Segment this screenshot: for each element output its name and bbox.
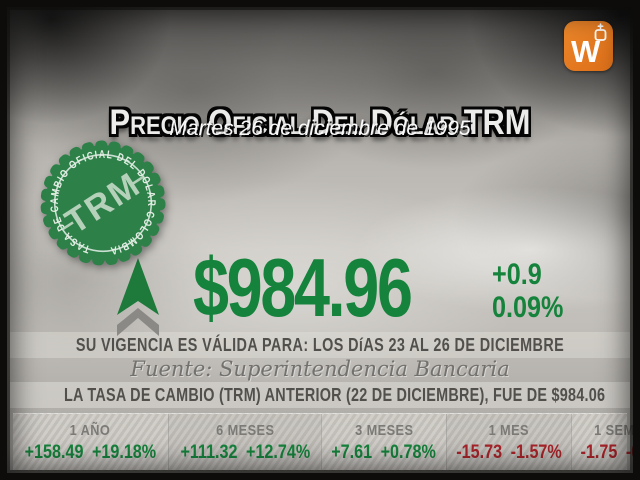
col-abs: +111.32 xyxy=(180,442,238,463)
validity-band xyxy=(10,332,630,358)
col-pct: -1.57% xyxy=(510,442,562,463)
col-header: 3 MESES xyxy=(354,422,414,439)
col-header: 1 MES xyxy=(488,422,529,439)
col-abs: -1.75 xyxy=(580,442,617,463)
table-col-1-ano: 1 AÑO +158.49 +19.18% xyxy=(13,414,168,470)
col-pct: +12.74% xyxy=(245,442,310,463)
col-header: 1 SEMANA xyxy=(593,422,640,439)
previous-rate-text: LA TASA DE CAMBIO (TRM) ANTERIOR (22 DE … xyxy=(64,385,606,405)
w-logo-icon: W xyxy=(571,23,607,69)
table-col-3-meses: 3 MESES +7.61 +0.78% xyxy=(321,414,445,470)
up-arrow-icon xyxy=(117,257,159,336)
price-change-pct: 0.09% xyxy=(492,291,564,324)
price-change-abs: +0.9 xyxy=(492,258,542,291)
seal-stamp-icon: TASA DE CAMBIO OFICIAL DEL DOLAR COLOMBI… xyxy=(40,140,166,266)
col-abs: +7.61 xyxy=(331,442,373,463)
table-col-1-semana: 1 SEMANA -1.75 -0.18% xyxy=(570,414,640,470)
table-col-6-meses: 6 MESES +111.32 +12.74% xyxy=(167,414,322,470)
page-title: Precio Oficial Del Dólar TRM xyxy=(109,103,531,143)
col-pct: +0.78% xyxy=(381,442,437,463)
trm-seal: TASA DE CAMBIO OFICIAL DEL DOLAR COLOMBI… xyxy=(40,140,166,266)
col-abs: +158.49 xyxy=(24,442,84,463)
col-pct: +19.18% xyxy=(91,442,157,463)
logo-app-square-icon xyxy=(594,29,607,41)
price-value: $984.96 xyxy=(193,241,413,334)
col-header: 1 AÑO xyxy=(70,422,111,439)
price-change: +0.9 0.09% xyxy=(492,258,563,324)
col-abs: -15.73 xyxy=(455,442,502,463)
previous-band xyxy=(10,382,630,408)
brand-logo: W xyxy=(564,21,613,71)
col-header: 6 MESES xyxy=(215,422,275,439)
source-text: Fuente: Superintendencia Bancaria xyxy=(130,357,510,381)
table-col-1-mes: 1 MES -15.73 -1.57% xyxy=(445,414,571,470)
periods-table: 1 AÑO +158.49 +19.18% 6 MESES +111.32 +1… xyxy=(13,413,640,471)
date-subtitle: Martes 26 de diciembre de 1995 xyxy=(169,117,471,140)
col-pct: -0.18% xyxy=(625,442,640,463)
validity-text: SU VIGENCIA ES VÁLIDA PARA: LOS DíAS 23 … xyxy=(75,335,565,355)
